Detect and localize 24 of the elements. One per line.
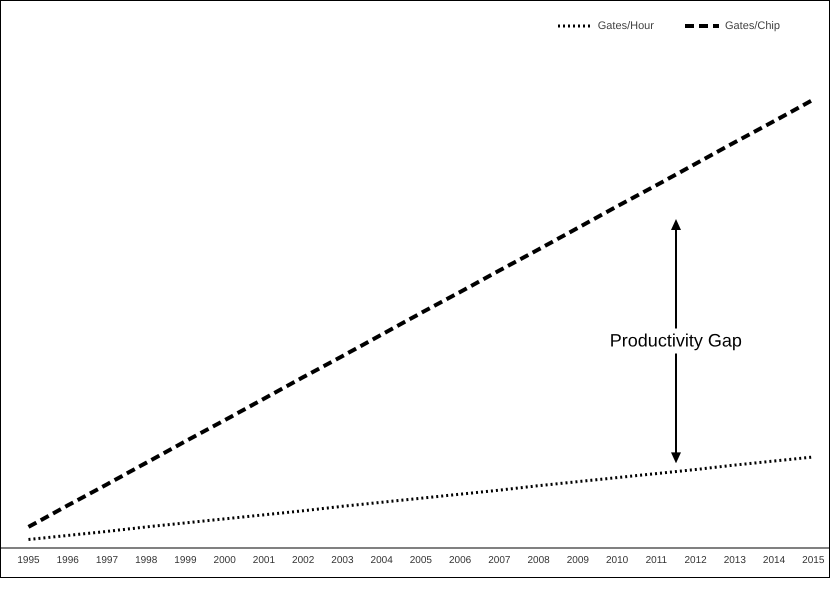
x-tick-label: 2010: [606, 555, 629, 566]
x-tick-label: 2011: [646, 555, 668, 566]
x-tick-label: 2004: [370, 555, 394, 566]
x-tick-label: 2012: [684, 555, 708, 566]
x-tick-label: 2015: [802, 555, 825, 566]
x-tick-label: 1997: [96, 555, 119, 566]
x-tick-label: 1998: [135, 555, 158, 566]
legend-label: Gates/Chip: [724, 20, 780, 32]
x-tick-label: 2001: [252, 555, 276, 566]
x-tick-label: 2003: [331, 555, 354, 566]
x-tick-label: 1999: [174, 555, 197, 566]
x-tick-label: 2009: [566, 555, 590, 566]
x-tick-label: 1995: [17, 555, 40, 566]
x-tick-label: 2008: [527, 555, 550, 566]
x-tick-label: 2002: [292, 555, 315, 566]
x-tick-label: 2013: [724, 555, 746, 566]
x-tick-label: 2007: [488, 555, 511, 566]
x-tick-label: 1996: [56, 555, 80, 566]
x-tick-label: 2005: [410, 555, 432, 566]
legend-label: Gates/Hour: [598, 20, 654, 32]
annotation: Productivity Gap: [608, 328, 744, 354]
x-tick-label: 2000: [214, 555, 236, 566]
x-tick-label: 2006: [449, 555, 472, 566]
x-tick-label: 2014: [762, 555, 786, 566]
